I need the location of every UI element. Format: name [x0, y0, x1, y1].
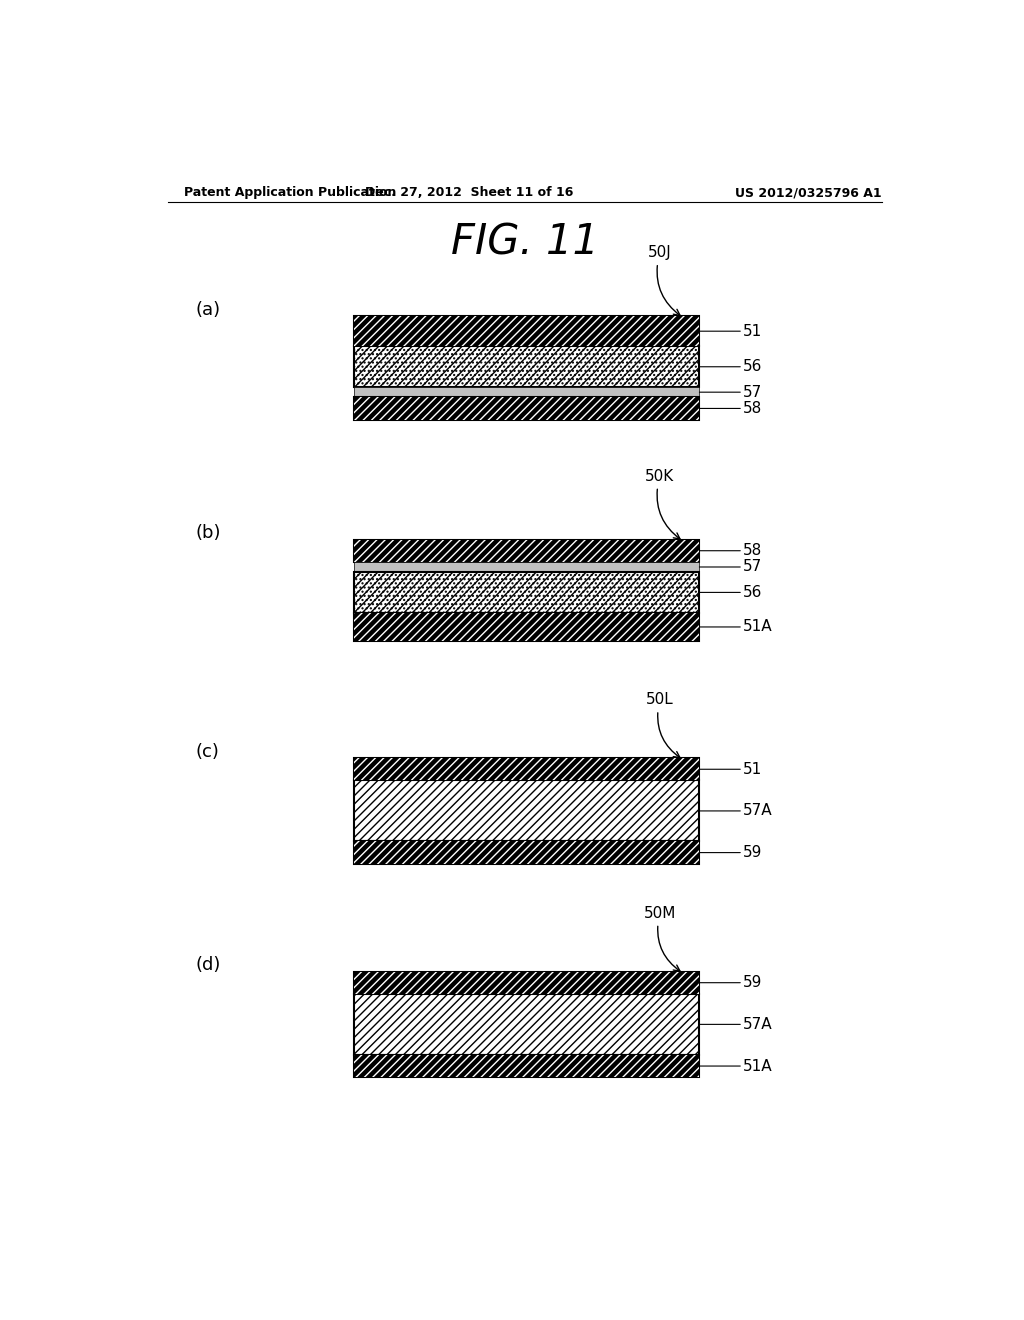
Text: Dec. 27, 2012  Sheet 11 of 16: Dec. 27, 2012 Sheet 11 of 16 [366, 186, 573, 199]
Bar [354, 1055, 699, 1077]
Bar [354, 972, 699, 994]
Bar [354, 972, 699, 994]
Bar [354, 841, 699, 863]
Bar [354, 315, 699, 346]
Text: 58: 58 [699, 401, 762, 416]
Bar [354, 612, 699, 642]
Bar [354, 387, 699, 397]
Text: 50M: 50M [643, 906, 680, 972]
Bar [354, 994, 699, 1055]
Bar [354, 572, 699, 612]
Text: 59: 59 [699, 975, 763, 990]
Text: US 2012/0325796 A1: US 2012/0325796 A1 [735, 186, 882, 199]
Bar [354, 540, 699, 562]
Text: 57A: 57A [699, 1016, 773, 1032]
Text: 50L: 50L [646, 692, 680, 758]
Text: (b): (b) [196, 524, 221, 543]
Text: 50K: 50K [645, 469, 680, 539]
Text: 57A: 57A [699, 804, 773, 818]
Bar [354, 780, 699, 841]
Text: 51: 51 [699, 762, 762, 776]
Bar [354, 397, 699, 420]
Bar [354, 758, 699, 780]
Text: 50J: 50J [648, 246, 680, 315]
Bar [354, 540, 699, 562]
Text: 51A: 51A [699, 1059, 773, 1073]
Text: 51A: 51A [699, 619, 773, 635]
Bar [354, 780, 699, 841]
Bar [354, 758, 699, 780]
Text: 57: 57 [699, 560, 762, 574]
Bar [354, 346, 699, 387]
Bar [354, 841, 699, 863]
Bar [354, 994, 699, 1055]
Text: FIG. 11: FIG. 11 [451, 222, 599, 264]
Text: 58: 58 [699, 544, 762, 558]
Bar [354, 572, 699, 612]
Text: (a): (a) [196, 301, 220, 318]
Text: (d): (d) [196, 956, 221, 974]
Text: 56: 56 [699, 585, 763, 599]
Text: 56: 56 [699, 359, 763, 375]
Text: (c): (c) [196, 743, 219, 760]
Bar [354, 397, 699, 420]
Bar [354, 572, 699, 612]
Bar [354, 315, 699, 346]
Text: 57: 57 [699, 384, 762, 400]
Bar [354, 1055, 699, 1077]
Bar [354, 346, 699, 387]
Bar [354, 612, 699, 642]
Bar [354, 562, 699, 572]
Bar [354, 346, 699, 387]
Text: 59: 59 [699, 845, 763, 861]
Text: Patent Application Publication: Patent Application Publication [183, 186, 396, 199]
Text: 51: 51 [699, 323, 762, 339]
